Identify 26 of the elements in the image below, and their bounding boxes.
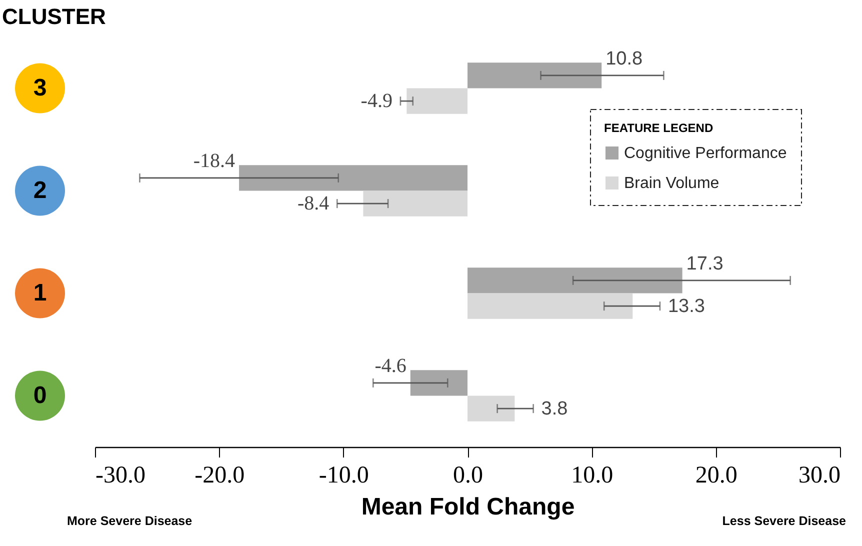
x-tick-label: -10.0 bbox=[318, 462, 369, 488]
y-tick-label: 0 bbox=[33, 382, 47, 409]
x-tick-label: 30.0 bbox=[798, 462, 840, 488]
x-tick-label: 0.0 bbox=[453, 462, 483, 488]
x-tick-label: 10.0 bbox=[571, 462, 614, 488]
data-label: -4.9 bbox=[360, 90, 392, 112]
y-tick-label: 2 bbox=[33, 176, 47, 204]
legend-label: Cognitive Performance bbox=[624, 145, 787, 162]
data-label: 3.8 bbox=[541, 398, 568, 420]
data-label: 17.3 bbox=[686, 253, 724, 274]
y-tick-label: 1 bbox=[33, 279, 47, 306]
legend-title: FEATURE LEGEND bbox=[604, 121, 714, 135]
legend-label: Brain Volume bbox=[624, 175, 720, 192]
x-tick-label: -30.0 bbox=[96, 462, 146, 488]
y-axis-title: CLUSTER bbox=[2, 4, 106, 29]
data-label: -4.6 bbox=[374, 354, 406, 377]
text: More Severe Disease bbox=[67, 514, 192, 528]
data-label: 10.8 bbox=[606, 48, 643, 70]
x-tick-label: -20.0 bbox=[194, 462, 245, 488]
data-label: -8.4 bbox=[297, 192, 330, 215]
text: Less Severe Disease bbox=[722, 514, 846, 528]
x-tick-label: 20.0 bbox=[695, 462, 738, 488]
x-axis-title: Mean Fold Change bbox=[361, 494, 575, 520]
data-label: 13.3 bbox=[668, 296, 705, 318]
y-tick-label: 3 bbox=[33, 74, 47, 102]
data-label: -18.4 bbox=[193, 150, 236, 172]
